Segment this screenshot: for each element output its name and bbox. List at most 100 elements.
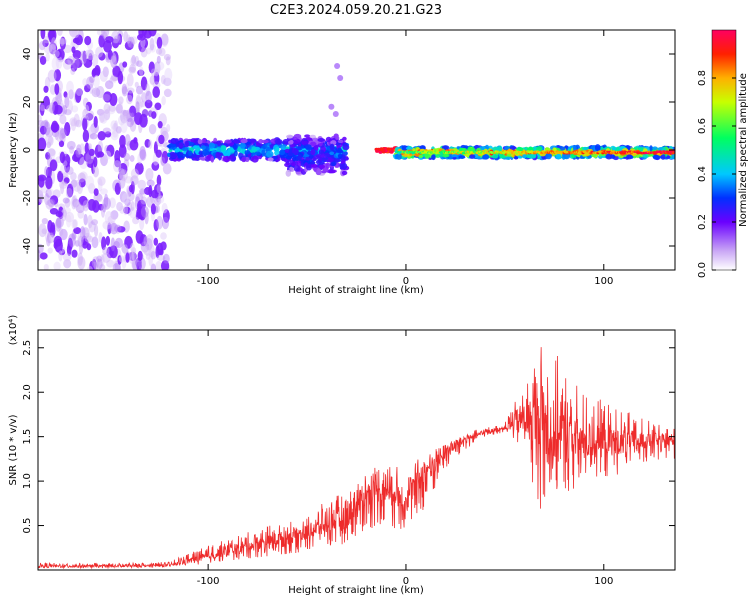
heatmap-cell <box>102 197 111 210</box>
heatmap-cell <box>122 110 130 118</box>
heatmap-cell <box>125 252 130 263</box>
heatmap-cell <box>251 146 257 152</box>
heatmap-cell <box>71 105 79 113</box>
heatmap-cell <box>58 140 65 148</box>
heatmap-cell <box>94 224 99 237</box>
heatmap-cell <box>49 234 55 242</box>
heatmap-cell <box>163 53 171 61</box>
heatmap-cell <box>96 194 103 203</box>
heatmap-cell <box>131 54 136 65</box>
heatmap-cell <box>38 40 46 51</box>
heatmap-cell <box>89 133 98 140</box>
heatmap-cell <box>73 113 80 127</box>
heatmap-cell <box>96 108 105 116</box>
heatmap-cell <box>241 156 247 163</box>
heatmap-cell <box>155 204 160 213</box>
heatmap-cell <box>67 237 73 251</box>
heatmap-cell <box>100 254 105 267</box>
heatmap-cell <box>92 200 100 213</box>
heatmap-cell <box>119 169 128 182</box>
heatmap-cell <box>67 100 73 114</box>
heatmap-cell <box>135 85 144 95</box>
heatmap-cell <box>79 226 86 240</box>
heatmap-cell <box>102 31 108 40</box>
heatmap-cell <box>71 195 77 210</box>
heatmap-cell <box>139 149 147 161</box>
heatmap-cell <box>130 247 137 255</box>
snr-ytick-label: 2.5 <box>22 340 33 356</box>
heatmap-cell <box>124 235 133 249</box>
heatmap-cell <box>99 70 108 82</box>
heatmap-cell <box>130 112 135 126</box>
heatmap-cell <box>75 119 82 128</box>
heatmap-cell <box>111 51 119 65</box>
heatmap-cell <box>145 90 152 104</box>
heatmap-cell <box>139 113 148 128</box>
heatmap-cell <box>119 134 126 149</box>
heatmap-cell <box>130 168 139 179</box>
heatmap-cell <box>111 38 120 49</box>
heatmap-cell <box>113 260 119 268</box>
heatmap-cell <box>93 74 100 89</box>
heatmap-cell <box>148 61 155 74</box>
colorbar-tick-label: 0.0 <box>697 262 708 278</box>
heatmap-cell <box>329 143 335 151</box>
heatmap-cell <box>109 245 118 259</box>
heatmap-cell <box>266 150 274 158</box>
heatmap-cell <box>160 33 169 46</box>
heatmap-cell <box>108 77 117 84</box>
heatmap-cell <box>615 147 620 152</box>
heatmap-cell <box>153 219 159 232</box>
heatmap-cell <box>121 86 128 97</box>
heatmap-cell <box>58 181 68 189</box>
heatmap-cell <box>665 155 671 159</box>
heatmap-cell <box>73 227 82 235</box>
heatmap-cell <box>110 210 119 220</box>
heatmap-cell <box>72 198 80 208</box>
heatmap-cell <box>156 55 161 64</box>
heatmap-cell <box>48 42 58 55</box>
heatmap-cell <box>42 39 49 47</box>
heatmap-cell <box>130 36 138 45</box>
heatmap-cell <box>166 123 171 133</box>
heatmap-cell <box>72 37 80 44</box>
heatmap-cell <box>124 176 134 184</box>
heatmap-cell <box>121 83 127 95</box>
heatmap-cell <box>116 201 124 212</box>
heatmap-cell <box>312 154 319 160</box>
heatmap-cell <box>337 75 344 81</box>
heatmap-cell <box>291 162 296 167</box>
heatmap-cell <box>57 30 63 37</box>
heatmap-cell <box>240 138 248 144</box>
heatmap-cell <box>118 255 126 263</box>
heatmap-cell <box>55 55 63 69</box>
snr-xtick-label: -100 <box>197 576 220 587</box>
heatmap-cell <box>310 141 317 147</box>
heatmap-cell <box>77 252 83 266</box>
heatmap-cell <box>244 156 250 162</box>
heatmap-cell <box>128 66 136 74</box>
heatmap-cell <box>75 147 82 158</box>
heatmap-cell <box>98 52 106 61</box>
heatmap-cell <box>84 142 90 155</box>
heatmap-cell <box>149 37 155 51</box>
heatmap-cell <box>53 261 61 270</box>
heatmap-cell <box>39 55 47 65</box>
heatmap-cell <box>386 147 391 151</box>
heatmap-cell <box>310 164 319 168</box>
heatmap-cell <box>56 216 64 228</box>
snr-xlabel: Height of straight line (km) <box>288 585 424 596</box>
heatmap-cell <box>61 105 68 115</box>
spectrogram-xlabel: Height of straight line (km) <box>288 285 424 296</box>
heatmap-cell <box>326 158 334 163</box>
heatmap-cell <box>39 252 48 260</box>
heatmap-cell <box>44 127 54 138</box>
heatmap-cell <box>99 264 106 270</box>
heatmap-cell <box>155 260 163 270</box>
heatmap-cell <box>119 191 128 203</box>
heatmap-cell <box>132 257 138 270</box>
heatmap-cell <box>105 36 114 44</box>
heatmap-cell <box>43 85 49 93</box>
heatmap-cell <box>84 84 91 93</box>
heatmap-cell <box>117 255 122 265</box>
